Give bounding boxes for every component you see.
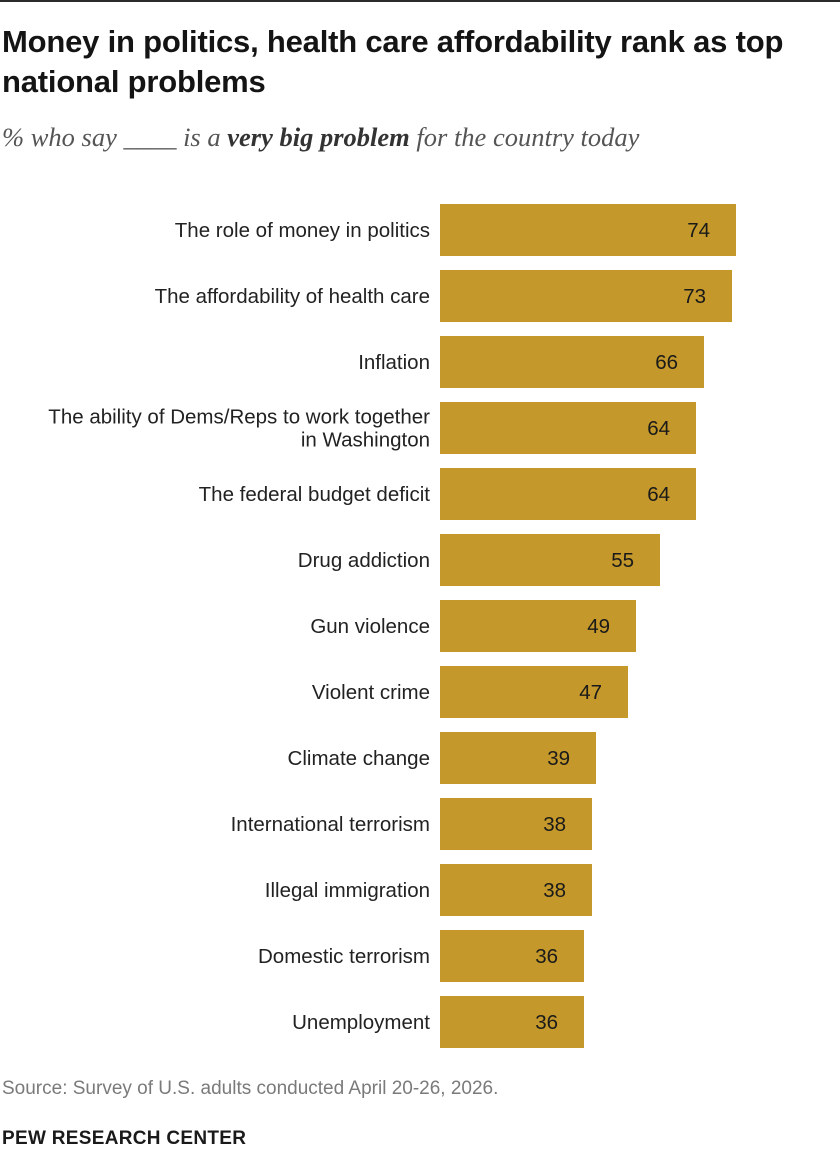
category-label: Domestic terrorism — [258, 945, 430, 968]
category-label: The role of money in politics — [175, 219, 430, 242]
data-label: 38 — [543, 879, 566, 902]
bar — [440, 468, 696, 520]
category-label: Violent crime — [312, 681, 430, 704]
data-label: 36 — [535, 945, 558, 968]
data-label: 36 — [535, 1011, 558, 1034]
data-label: 38 — [543, 813, 566, 836]
category-label: The affordability of health care — [155, 285, 430, 308]
bar — [440, 732, 596, 784]
bar — [440, 534, 660, 586]
data-label: 39 — [547, 747, 570, 770]
top-rule — [0, 0, 840, 2]
bar — [440, 204, 736, 256]
data-label: 66 — [655, 351, 678, 374]
bar — [440, 996, 584, 1048]
bar — [440, 270, 732, 322]
category-label: The ability of Dems/Reps to work togethe… — [48, 406, 430, 429]
data-label: 64 — [647, 483, 670, 506]
subtitle-prefix: % who say ____ is a — [2, 122, 228, 152]
bar — [440, 864, 592, 916]
bar-chart: 74 The role of money in politics 73 The aff… — [48, 204, 736, 1048]
bar — [440, 402, 696, 454]
bar — [440, 600, 636, 652]
category-label: in Washington — [301, 429, 430, 452]
category-label: Gun violence — [310, 615, 430, 638]
chart-title: Money in politics, health care affordabi… — [2, 24, 784, 99]
data-label: 55 — [611, 549, 634, 572]
data-label: 64 — [647, 417, 670, 440]
bar — [440, 666, 628, 718]
category-label: Climate change — [288, 747, 430, 770]
chart-subtitle: % who say ____ is a very big problem for… — [2, 120, 832, 154]
bar — [440, 930, 584, 982]
source-note: Source: Survey of U.S. adults conducted … — [2, 1078, 499, 1099]
subtitle-emphasis: very big problem — [227, 122, 410, 152]
category-label: International terrorism — [231, 813, 430, 836]
subtitle-suffix: for the country today — [409, 122, 640, 152]
data-label: 73 — [683, 285, 706, 308]
category-label: Illegal immigration — [265, 879, 430, 902]
bar — [440, 336, 704, 388]
data-label: 74 — [687, 219, 710, 242]
category-label: Drug addiction — [298, 549, 430, 572]
category-label: The federal budget deficit — [199, 483, 431, 506]
bar — [440, 798, 592, 850]
category-label: Unemployment — [292, 1011, 430, 1034]
data-label: 49 — [587, 615, 610, 638]
data-label: 47 — [579, 681, 602, 704]
category-label: Inflation — [358, 351, 430, 374]
brand-name: PEW RESEARCH CENTER — [2, 1128, 247, 1149]
